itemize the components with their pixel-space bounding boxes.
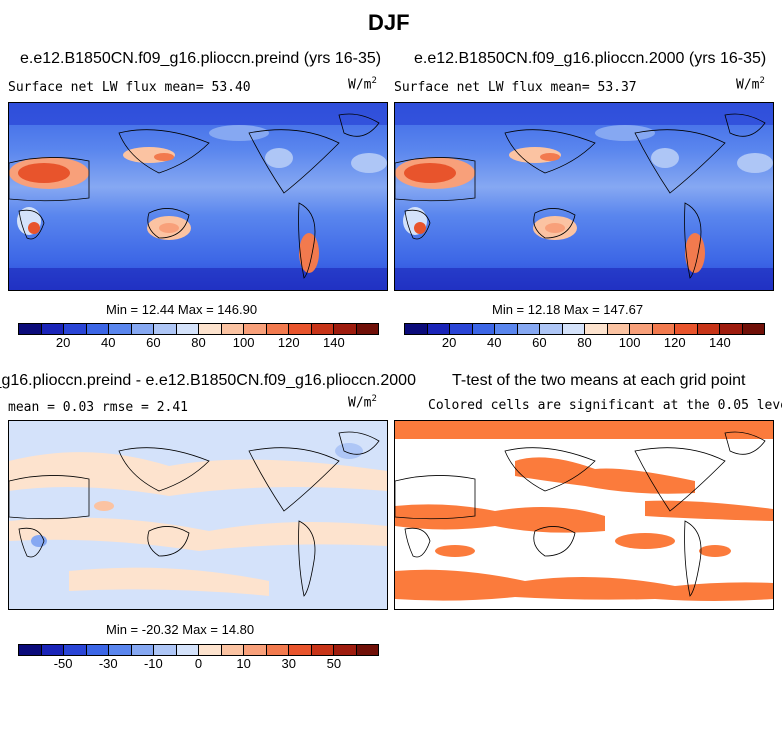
- colorbar-swatch: [289, 645, 312, 655]
- colorbar-tick-label: 100: [618, 335, 641, 350]
- colorbar-tick-label: 60: [146, 335, 161, 350]
- panel2-colorbar: [404, 323, 765, 335]
- panel4-map-svg: [395, 421, 773, 609]
- panel1-title: e.e12.B1850CN.f09_g16.plioccn.preind (yr…: [20, 50, 382, 67]
- colorbar-tick-label: -50: [53, 656, 73, 671]
- panel3-colorbar: [18, 644, 379, 656]
- panel4-title: T-test of the two means at each grid poi…: [452, 372, 746, 389]
- colorbar-swatch: [176, 645, 199, 655]
- panel3-minmax: Min = -20.32 Max = 14.80: [106, 622, 255, 637]
- colorbar-swatch: [64, 324, 87, 334]
- colorbar-tick-label: 20: [55, 335, 71, 350]
- panel3-units: W/m2: [348, 394, 377, 411]
- colorbar-swatch: [356, 324, 378, 334]
- colorbar-swatch: [221, 645, 244, 655]
- page-title: DJF: [368, 10, 410, 35]
- panel1-map-svg: [9, 103, 387, 290]
- panel3-map: [8, 420, 388, 610]
- panel2-mean: Surface net LW flux mean= 53.37: [394, 80, 637, 95]
- panel3-colorbar-ticks: -50 -30 -10 0 10 30 50: [18, 656, 379, 672]
- colorbar-swatch: [41, 645, 64, 655]
- panel4-note: Colored cells are significant at the 0.0…: [428, 398, 782, 413]
- panel1-colorbar: [18, 323, 379, 335]
- colorbar-tick-label: 80: [191, 335, 206, 350]
- colorbar-swatch: [154, 645, 177, 655]
- colorbar-tick-label: 120: [277, 335, 300, 350]
- panel1-mean: Surface net LW flux mean= 53.40: [8, 80, 251, 95]
- colorbar-swatch: [19, 645, 42, 655]
- panel1-minmax: Min = 12.44 Max = 146.90: [106, 302, 258, 317]
- colorbar-swatch: [540, 324, 563, 334]
- colorbar-swatch: [221, 324, 244, 334]
- colorbar-tick-label: 20: [441, 335, 457, 350]
- colorbar-swatch: [450, 324, 473, 334]
- colorbar-tick-label: -30: [98, 656, 118, 671]
- colorbar-swatch: [427, 324, 450, 334]
- panel3-stats: mean = 0.03 rmse = 2.41: [8, 400, 189, 415]
- panel1-colorbar-ticks: 20 40 60 80 100 120 140: [18, 335, 379, 351]
- colorbar-swatch: [109, 324, 132, 334]
- colorbar-swatch: [405, 324, 428, 334]
- colorbar-tick-label: -10: [143, 656, 163, 671]
- colorbar-tick-label: 50: [326, 656, 342, 671]
- panel1-units: W/m2: [348, 76, 377, 93]
- colorbar-swatch: [697, 324, 720, 334]
- colorbar-swatch: [266, 324, 289, 334]
- colorbar-swatch: [244, 324, 267, 334]
- colorbar-swatch: [311, 324, 334, 334]
- colorbar-swatch: [199, 645, 222, 655]
- colorbar-swatch: [244, 645, 267, 655]
- colorbar-swatch: [495, 324, 518, 334]
- colorbar-swatch: [517, 324, 540, 334]
- colorbar-swatch: [630, 324, 653, 334]
- colorbar-swatch: [652, 324, 675, 334]
- colorbar-swatch: [607, 324, 630, 334]
- colorbar-swatch: [86, 324, 109, 334]
- colorbar-swatch: [356, 645, 378, 655]
- colorbar-swatch: [675, 324, 698, 334]
- panel3-title: e.e12.B1850CN.f09_g16.plioccn.preind - e…: [0, 372, 416, 389]
- colorbar-swatch: [199, 324, 222, 334]
- colorbar-swatch: [742, 324, 764, 334]
- panel3-map-svg: [9, 421, 387, 609]
- colorbar-tick-label: 40: [487, 335, 502, 350]
- colorbar-tick-label: 140: [709, 335, 731, 350]
- colorbar-tick-label: 80: [577, 335, 592, 350]
- colorbar-tick-label: 120: [663, 335, 686, 350]
- colorbar-swatch: [154, 324, 177, 334]
- colorbar-tick-label: 60: [532, 335, 547, 350]
- colorbar-tick-label: 100: [232, 335, 255, 350]
- panel2-minmax: Min = 12.18 Max = 147.67: [492, 302, 644, 317]
- panel2-map-svg: [395, 103, 773, 290]
- colorbar-swatch: [311, 645, 334, 655]
- colorbar-swatch: [334, 645, 357, 655]
- colorbar-swatch: [472, 324, 495, 334]
- colorbar-swatch: [64, 645, 87, 655]
- colorbar-tick-label: 0: [194, 656, 203, 671]
- colorbar-swatch: [720, 324, 743, 334]
- colorbar-swatch: [334, 324, 357, 334]
- colorbar-swatch: [86, 645, 109, 655]
- colorbar-tick-label: 140: [323, 335, 345, 350]
- panel1-map: [8, 102, 388, 291]
- colorbar-swatch: [19, 324, 42, 334]
- panel2-units: W/m2: [736, 76, 765, 93]
- colorbar-swatch: [585, 324, 608, 334]
- colorbar-tick-label: 30: [281, 656, 296, 671]
- colorbar-swatch: [131, 645, 154, 655]
- colorbar-swatch: [131, 324, 154, 334]
- panel4-map: [394, 420, 774, 610]
- colorbar-swatch: [176, 324, 199, 334]
- colorbar-swatch: [109, 645, 132, 655]
- colorbar-tick-label: 10: [236, 656, 251, 671]
- colorbar-swatch: [41, 324, 64, 334]
- panel2-colorbar-ticks: 20 40 60 80 100 120 140: [404, 335, 765, 351]
- colorbar-swatch: [289, 324, 312, 334]
- colorbar-tick-label: 40: [101, 335, 116, 350]
- colorbar-swatch: [266, 645, 289, 655]
- panel2-title: e.e12.B1850CN.f09_g16.plioccn.2000 (yrs …: [414, 50, 767, 67]
- colorbar-swatch: [562, 324, 585, 334]
- panel2-map: [394, 102, 774, 291]
